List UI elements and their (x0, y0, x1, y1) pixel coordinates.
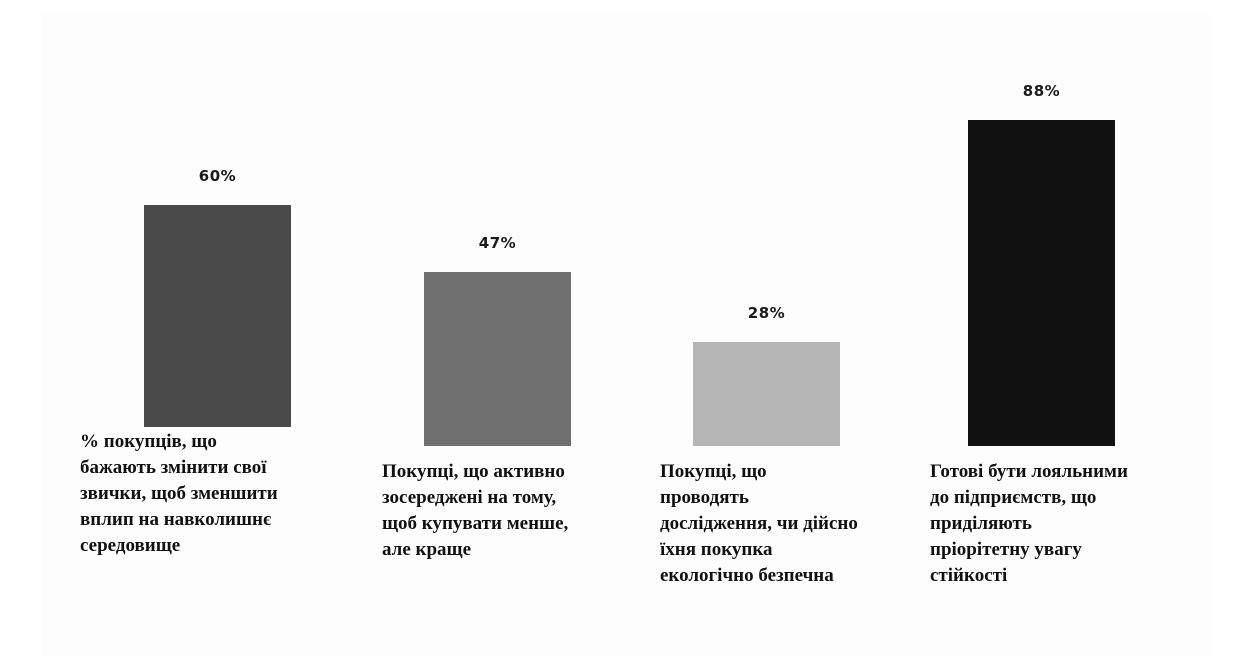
value-label-2: 47% (478, 234, 517, 253)
category-label-1: % покупців, що бажають змінити свої звич… (80, 431, 278, 556)
bar-2 (424, 272, 571, 446)
category-label-3: Покупці, що проводять дослідження, чи ді… (660, 461, 858, 586)
bar-3 (693, 342, 840, 446)
category-label-2: Покупці, що активно зосереджені на тому,… (382, 461, 569, 560)
chart-area: 60% % покупців, що бажають змінити свої … (42, 14, 1210, 655)
value-label-1: 60% (198, 167, 237, 185)
bar-1 (144, 205, 291, 427)
value-label-4: 88% (1022, 82, 1061, 101)
bar-4 (968, 120, 1115, 446)
value-label-3: 28% (747, 304, 786, 323)
category-label-4: Готові бути лояльними до підприємств, що… (930, 461, 1128, 586)
